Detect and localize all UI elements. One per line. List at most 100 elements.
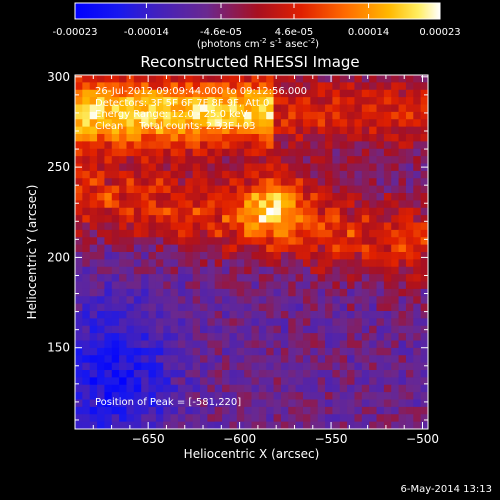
image-pixel [317, 163, 326, 172]
image-pixel [155, 215, 164, 224]
image-pixel [405, 288, 414, 297]
image-pixel [413, 97, 422, 106]
image-pixel [185, 281, 194, 290]
image-pixel [133, 75, 142, 83]
image-pixel [236, 141, 245, 150]
image-pixel [383, 170, 392, 179]
image-pixel [207, 126, 216, 135]
image-pixel [214, 355, 223, 364]
image-pixel [104, 347, 113, 356]
image-pixel [97, 340, 106, 349]
image-pixel [383, 75, 392, 83]
image-pixel [391, 156, 400, 165]
image-pixel [273, 362, 282, 371]
image-pixel [236, 384, 245, 393]
image-pixel [104, 104, 113, 113]
image-pixel [302, 303, 311, 312]
image-pixel [361, 237, 370, 246]
image-pixel [361, 259, 370, 268]
image-pixel [376, 82, 385, 91]
image-pixel [244, 281, 253, 290]
image-pixel [148, 82, 157, 91]
image-pixel [295, 377, 304, 386]
image-pixel [266, 156, 275, 165]
image-pixel [214, 163, 223, 172]
image-pixel [207, 215, 216, 224]
image-pixel [302, 229, 311, 238]
image-pixel [317, 362, 326, 371]
image-pixel [126, 421, 135, 429]
image-pixel [405, 111, 414, 120]
image-pixel [97, 347, 106, 356]
image-pixel [148, 111, 157, 120]
image-pixel [295, 200, 304, 209]
image-pixel [288, 163, 297, 172]
image-pixel [369, 237, 378, 246]
image-pixel [317, 296, 326, 305]
image-pixel [420, 200, 428, 209]
image-pixel [251, 156, 260, 165]
image-pixel [104, 414, 113, 423]
image-pixel [339, 414, 348, 423]
image-pixel [177, 193, 186, 201]
image-pixel [214, 126, 223, 135]
image-pixel [214, 333, 223, 342]
image-pixel [251, 148, 260, 157]
image-pixel [405, 266, 414, 275]
image-pixel [126, 340, 135, 349]
image-pixel [111, 134, 120, 142]
image-pixel [177, 421, 186, 429]
image-pixel [170, 281, 179, 290]
image-pixel [229, 303, 238, 312]
image-pixel [339, 355, 348, 364]
image-pixel [236, 274, 245, 283]
image-pixel [82, 207, 91, 216]
image-pixel [141, 178, 150, 187]
image-pixel [133, 414, 142, 423]
image-pixel [347, 377, 356, 386]
image-pixel [332, 222, 341, 231]
image-pixel [354, 207, 363, 216]
image-pixel [391, 311, 400, 319]
image-pixel [222, 170, 231, 179]
image-pixel [126, 370, 135, 378]
image-pixel [405, 229, 414, 238]
image-pixel [141, 303, 150, 312]
image-pixel [163, 178, 172, 187]
image-pixel [398, 148, 407, 157]
image-pixel [354, 259, 363, 268]
image-pixel [383, 252, 392, 260]
image-pixel [141, 259, 150, 268]
image-pixel [332, 126, 341, 135]
image-pixel [148, 126, 157, 135]
image-pixel [361, 207, 370, 216]
image-pixel [229, 281, 238, 290]
image-pixel [339, 274, 348, 283]
image-pixel [200, 104, 208, 113]
image-pixel [273, 141, 282, 150]
image-pixel [369, 229, 378, 238]
image-pixel [82, 347, 91, 356]
image-pixel [295, 170, 304, 179]
image-pixel [133, 311, 142, 319]
image-pixel [97, 141, 106, 150]
image-pixel [222, 370, 231, 378]
image-pixel [82, 89, 91, 98]
image-pixel [155, 104, 164, 113]
image-pixel [163, 82, 172, 91]
image-pixel [251, 362, 260, 371]
image-pixel [391, 75, 400, 83]
image-pixel [119, 414, 128, 423]
image-pixel [222, 414, 231, 423]
image-pixel [325, 399, 333, 408]
image-pixel [258, 325, 267, 334]
image-pixel [192, 89, 201, 98]
image-pixel [214, 406, 223, 415]
image-pixel [148, 163, 157, 172]
image-pixel [133, 222, 142, 231]
image-pixel [317, 82, 326, 91]
image-pixel [119, 170, 128, 179]
image-pixel [89, 392, 98, 401]
image-pixel [200, 384, 208, 393]
image-pixel [280, 414, 289, 423]
